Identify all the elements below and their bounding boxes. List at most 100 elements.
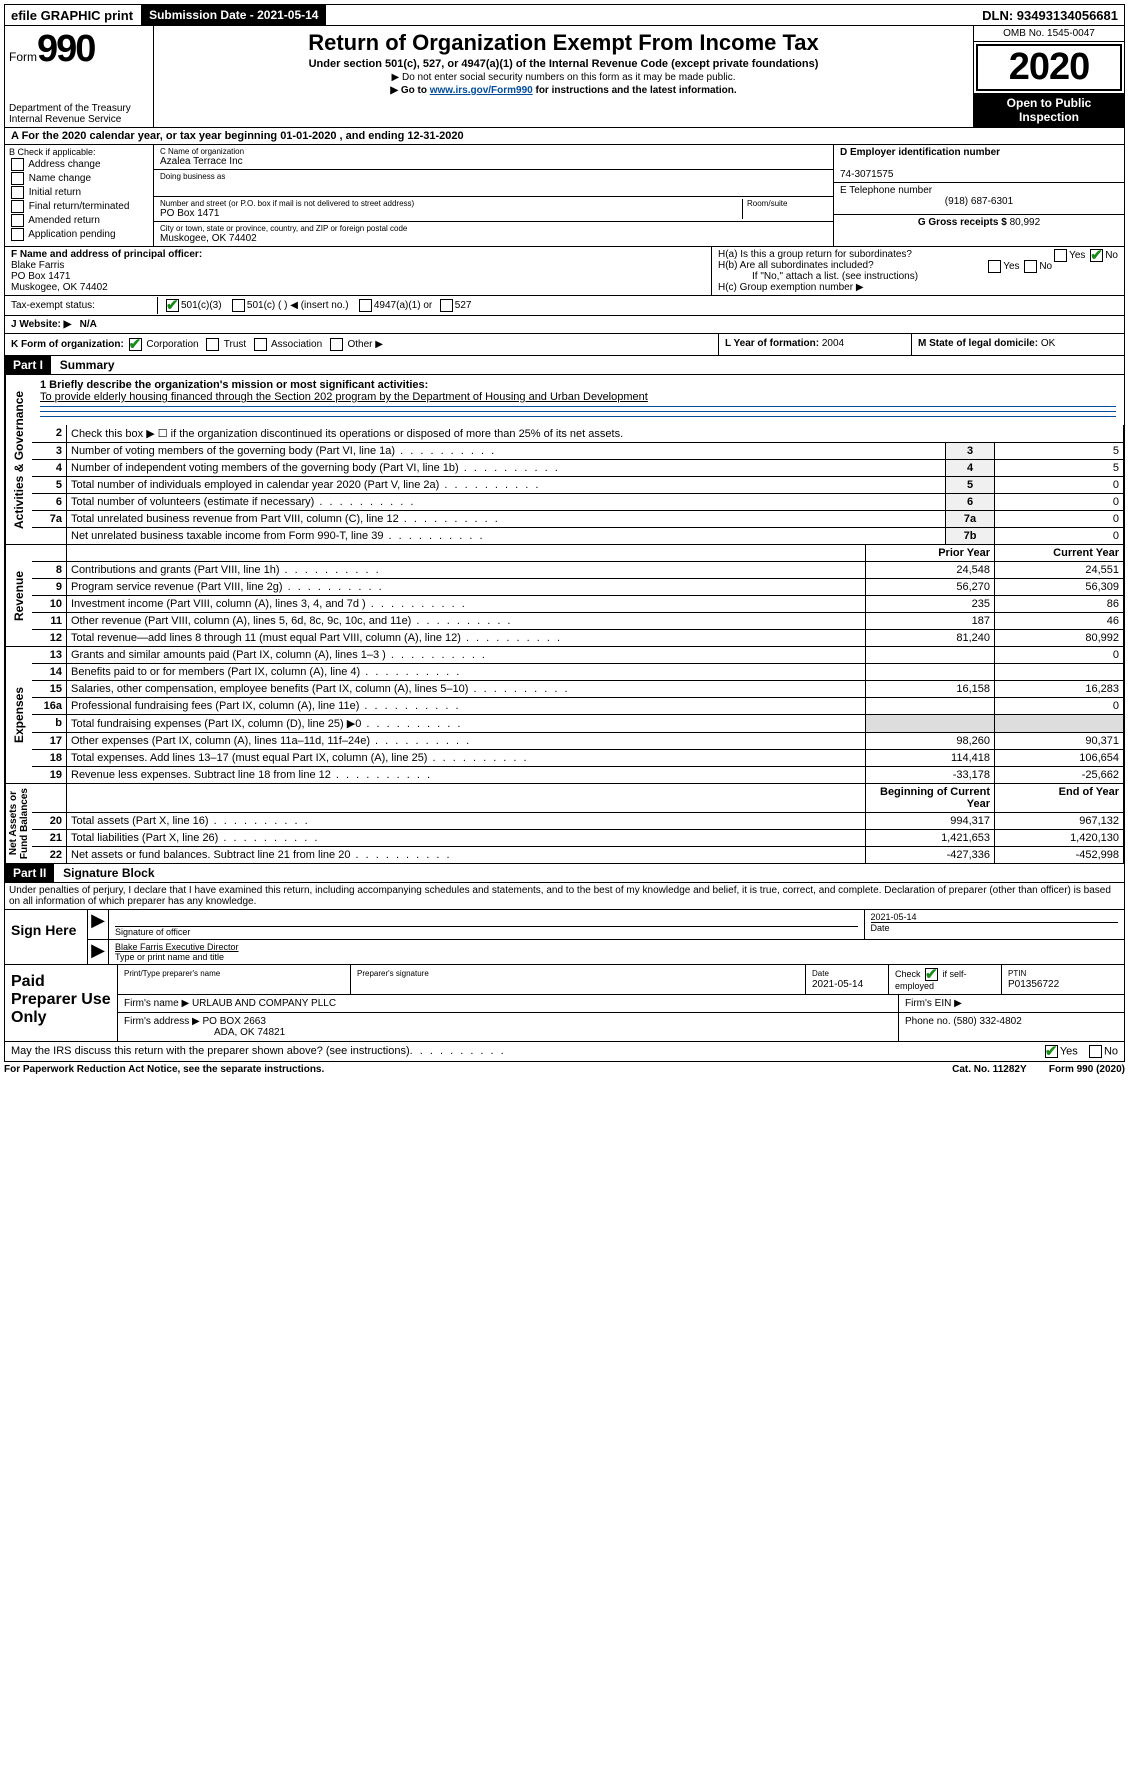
chk-other[interactable] [330, 338, 343, 351]
irs-link[interactable]: www.irs.gov/Form990 [430, 85, 533, 96]
form-title: Return of Organization Exempt From Incom… [160, 30, 967, 56]
mission-block: 1 Briefly describe the organization's mi… [32, 375, 1124, 425]
ein-label: D Employer identification number [840, 147, 1000, 158]
signature-block: Sign Here ▶ Signature of officer 2021-05… [4, 910, 1125, 965]
sig-date-val: 2021-05-14 [871, 912, 1119, 922]
org-city: Muskogee, OK 74402 [160, 233, 827, 244]
box-defg: D Employer identification number 74-3071… [833, 145, 1124, 246]
chk-assoc[interactable] [254, 338, 267, 351]
officer-addr: PO Box 1471 [11, 271, 70, 282]
chk-501c[interactable] [232, 299, 245, 312]
chk-527[interactable] [440, 299, 453, 312]
expenses-section: Expenses 13Grants and similar amounts pa… [4, 647, 1125, 784]
sig-arrow2-icon: ▶ [88, 940, 109, 964]
form-header: Form990 Department of the Treasury Inter… [4, 26, 1125, 128]
addr-label: Number and street (or P.O. box if mail i… [160, 199, 742, 208]
discuss-yes[interactable] [1045, 1045, 1058, 1058]
discuss-no[interactable] [1089, 1045, 1102, 1058]
prep-ein: Firm's EIN ▶ [899, 995, 1124, 1012]
chk-501c3[interactable] [166, 299, 179, 312]
revenue-section: Revenue Prior YearCurrent Year8Contribut… [4, 545, 1125, 647]
part2-title: Signature Block [57, 866, 154, 880]
netassets-table: Beginning of Current YearEnd of Year20To… [32, 784, 1124, 863]
h-a: H(a) Is this a group return for subordin… [718, 249, 912, 260]
tax-year: 2020 [976, 44, 1122, 91]
org-addr: PO Box 1471 [160, 208, 219, 219]
dba-label: Doing business as [160, 172, 827, 181]
box-j: J Website: ▶ N/A [4, 316, 1125, 334]
h-b-note: If "No," attach a list. (see instruction… [718, 271, 1118, 282]
org-name: Azalea Terrace Inc [160, 156, 827, 167]
governance-table: 2Check this box ▶ ☐ if the organization … [32, 425, 1124, 544]
discuss-row: May the IRS discuss this return with the… [4, 1042, 1125, 1062]
entity-block: B Check if applicable: Address change Na… [4, 145, 1125, 247]
prep-firm: Firm's name ▶ URLAUB AND COMPANY PLLC [118, 995, 899, 1012]
dln: DLN: 93493134056681 [976, 6, 1124, 25]
sig-date-label: Date [871, 922, 1119, 933]
chk-trust[interactable] [206, 338, 219, 351]
mission-label: 1 Briefly describe the organization's mi… [40, 379, 1116, 391]
opt-4947: 4947(a)(1) or [374, 300, 432, 311]
row-a-period: A For the 2020 calendar year, or tax yea… [4, 128, 1125, 145]
goto-post: for instructions and the latest informat… [533, 85, 737, 96]
prep-addr: Firm's address ▶ PO BOX 2663ADA, OK 7482… [118, 1013, 899, 1041]
prep-sig-cell: Preparer's signature [351, 965, 806, 994]
mission-text: To provide elderly housing financed thro… [40, 391, 1116, 403]
efile-label[interactable]: efile GRAPHIC print [5, 6, 139, 25]
tax-label: Tax-exempt status: [5, 297, 158, 314]
footer-left: For Paperwork Reduction Act Notice, see … [4, 1064, 324, 1075]
chk-final[interactable]: Final return/terminated [9, 200, 149, 213]
sig-arrow-icon: ▶ [88, 910, 109, 939]
h-c: H(c) Group exemption number ▶ [718, 282, 1118, 293]
chk-name[interactable]: Name change [9, 172, 149, 185]
instruction-2: ▶ Go to www.irs.gov/Form990 for instruct… [160, 85, 967, 96]
part2-header-row: Part II Signature Block [4, 864, 1125, 883]
perjury-text: Under penalties of perjury, I declare th… [4, 883, 1125, 910]
chk-amended[interactable]: Amended return [9, 214, 149, 227]
phone-value: (918) 687-6301 [840, 196, 1118, 207]
governance-section: Activities & Governance 1 Briefly descri… [4, 375, 1125, 545]
side-expenses: Expenses [5, 647, 32, 783]
form-num: 990 [37, 28, 94, 70]
box-h: H(a) Is this a group return for subordin… [711, 247, 1124, 295]
side-revenue: Revenue [5, 545, 32, 646]
department: Department of the Treasury Internal Reve… [9, 103, 149, 125]
preparer-block: Paid Preparer Use Only Print/Type prepar… [4, 965, 1125, 1042]
officer-label: F Name and address of principal officer: [11, 249, 202, 260]
box-klm: K Form of organization: Corporation Trus… [4, 334, 1125, 356]
opt-527: 527 [455, 300, 472, 311]
sig-officer[interactable]: Signature of officer [109, 910, 865, 939]
chk-4947[interactable] [359, 299, 372, 312]
omb-number: OMB No. 1545-0047 [974, 26, 1124, 42]
chk-corp[interactable] [129, 338, 142, 351]
sig-name: Blake Farris Executive Director Type or … [109, 940, 1124, 964]
discuss-text: May the IRS discuss this return with the… [11, 1045, 410, 1058]
submission-date: Submission Date - 2021-05-14 [141, 5, 326, 25]
phone-label: E Telephone number [840, 185, 932, 196]
top-bar: efile GRAPHIC print Submission Date - 20… [4, 4, 1125, 26]
form-label: Form [9, 50, 37, 64]
chk-address[interactable]: Address change [9, 158, 149, 171]
website-label: J Website: ▶ [11, 319, 71, 330]
chk-pending[interactable]: Application pending [9, 228, 149, 241]
org-name-label: C Name of organization [160, 147, 827, 156]
chk-initial[interactable]: Initial return [9, 186, 149, 199]
open-inspection: Open to Public Inspection [974, 93, 1124, 127]
h-b: H(b) Are all subordinates included? [718, 260, 874, 271]
prep-name-cell: Print/Type preparer's name [118, 965, 351, 994]
sig-name-val: Blake Farris Executive Director [115, 942, 1118, 952]
website-value: N/A [80, 319, 97, 330]
sig-label: Signature of officer [115, 926, 858, 937]
netassets-section: Net Assets or Fund Balances Beginning of… [4, 784, 1125, 864]
part1-title: Summary [54, 358, 115, 372]
side-governance: Activities & Governance [5, 375, 32, 544]
form-number: Form990 [9, 28, 149, 71]
expenses-table: 13Grants and similar amounts paid (Part … [32, 647, 1124, 783]
gross-label: G Gross receipts $ [918, 217, 1007, 228]
prep-selfemp: Check if self-employed [889, 965, 1002, 994]
box-m: M State of legal domicile: OK [912, 334, 1124, 355]
box-l: L Year of formation: 2004 [719, 334, 912, 355]
box-c: C Name of organization Azalea Terrace In… [154, 145, 833, 246]
officer-name: Blake Farris [11, 260, 64, 271]
instruction-1: ▶ Do not enter social security numbers o… [160, 72, 967, 83]
